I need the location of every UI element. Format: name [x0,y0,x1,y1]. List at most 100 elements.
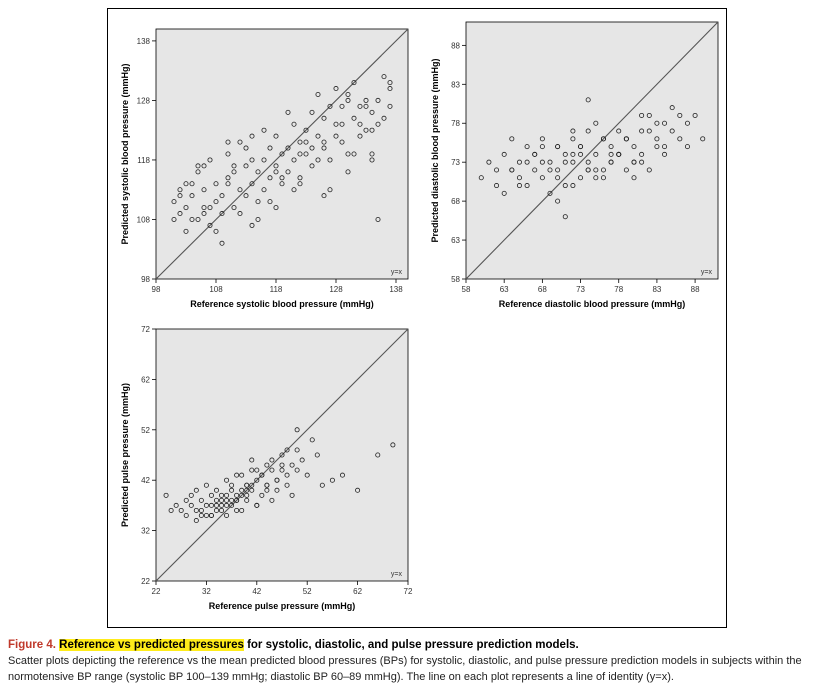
data-point [264,487,270,493]
data-point [516,159,522,165]
identity-line [155,328,409,582]
data-point [375,216,381,222]
data-point [229,502,235,508]
data-point [231,163,237,169]
data-point [646,128,652,134]
data-point [254,467,260,473]
data-point [304,472,310,478]
data-point [570,159,576,165]
y-tick-label: 32 [141,527,150,536]
data-point [381,74,387,80]
data-point [224,497,230,503]
data-point [284,482,290,488]
data-point [193,507,199,513]
data-point [213,497,219,503]
y-tick-label: 138 [137,37,151,46]
data-point [539,175,545,181]
data-point [516,183,522,189]
data-point [213,507,219,513]
data-point [321,145,327,151]
x-tick-label: 83 [652,285,661,294]
data-point [297,151,303,157]
data-point [163,492,169,498]
x-tick-label: 32 [202,587,211,596]
y-axis-label: Predicted diastolic blood pressure (mmHg… [430,58,440,242]
data-point [345,151,351,157]
data-point [213,502,219,508]
data-point [284,472,290,478]
identity-label: y=x [391,269,403,276]
data-point [234,497,240,503]
data-point [279,151,285,157]
data-point [183,205,189,211]
data-point [585,128,591,134]
data-point [188,502,194,508]
data-point [193,487,199,493]
data-point [315,91,321,97]
data-point [294,427,300,433]
x-tick-label: 22 [152,587,161,596]
data-point [219,492,225,498]
data-point [321,115,327,121]
figure-canvas: 98 108 118 128 138 98 108 118 128 138 Reference sy… [120,21,719,611]
data-point [261,127,267,133]
data-point [219,497,225,503]
data-point [375,452,381,458]
data-point [387,103,393,109]
data-point [562,151,568,157]
data-point [249,457,255,463]
x-tick-label: 62 [353,587,362,596]
data-point [570,183,576,189]
data-point [193,518,199,524]
data-point [321,139,327,145]
data-point [203,512,209,518]
data-point [254,477,260,483]
data-point [662,144,668,150]
data-point [177,211,183,217]
data-point [555,175,561,181]
data-point [494,183,500,189]
data-point [249,181,255,187]
identity-label: y=x [701,269,713,276]
data-point [171,216,177,222]
data-point [201,205,207,211]
data-point [357,133,363,139]
data-point [267,199,273,205]
data-point [351,80,357,86]
data-point [183,512,189,518]
data-point [297,139,303,145]
y-tick-label: 62 [141,375,150,384]
data-point [616,128,622,134]
data-point [654,136,660,142]
data-point [198,512,204,518]
data-point [249,482,255,488]
identity-label: y=x [391,571,403,578]
data-point [532,151,538,157]
data-point [249,467,255,473]
data-point [578,151,584,157]
data-point [195,216,201,222]
data-point [593,151,599,157]
data-point [219,240,225,246]
data-point [289,492,295,498]
data-point [225,181,231,187]
data-point [224,512,230,518]
y-axis-label: Predicted pulse pressure (mmHg) [120,383,130,527]
data-point [677,136,683,142]
x-axis-label: Reference diastolic blood pressure (mmHg… [499,299,686,309]
data-point [207,205,213,211]
data-point [255,216,261,222]
data-point [244,497,250,503]
data-point [608,144,614,150]
data-point [369,151,375,157]
data-point [289,462,295,468]
data-point [279,467,285,473]
data-point [208,502,214,508]
data-point [327,103,333,109]
data-point [274,487,280,493]
data-point [213,199,219,205]
data-point [309,437,315,443]
data-point [229,497,235,503]
data-point [639,159,645,165]
data-point [213,228,219,234]
